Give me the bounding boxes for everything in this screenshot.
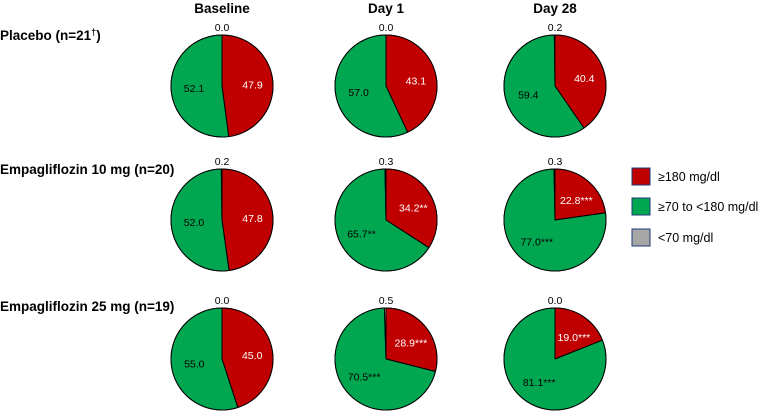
pie-r0-c2-label-low: 0.2 <box>548 22 563 34</box>
pie-r0-c1-label-high: 43.1 <box>406 75 427 87</box>
legend-swatch-high <box>631 167 651 186</box>
pie-r0-c0-label-low: 0.0 <box>215 22 230 34</box>
pie-r2-c2-label-low: 0.0 <box>548 295 563 307</box>
row-header-empagliflozin-10mg: Empagliflozin 10 mg (n=20) <box>0 162 174 177</box>
pie-r1-c1-slice-normal <box>334 168 430 272</box>
pie-r0-c2-slice-normal <box>503 34 585 138</box>
pie-r2-c1-slice-high <box>385 307 438 372</box>
legend-swatch-low <box>631 228 651 247</box>
legend-label-high: ≥180 mg/dl <box>658 170 720 184</box>
column-header-day-28: Day 28 <box>533 1 577 16</box>
row-header-placebo-close: ) <box>96 28 101 43</box>
pie-r2-c0-slice-high <box>221 307 274 408</box>
pie-r2-c0-label-normal: 55.0 <box>184 358 205 370</box>
row-header-placebo-dagger: † <box>91 27 96 37</box>
pie-r1-c1-slice-low <box>384 168 387 221</box>
legend-label-normal: ≥70 to <180 mg/dl <box>658 200 758 214</box>
pie-r2-c1-slice-low <box>383 307 387 360</box>
pie-r0-c0-label-high: 47.9 <box>242 79 263 91</box>
legend: ≥180 mg/dl ≥70 to <180 mg/dl <70 mg/dl <box>631 167 758 247</box>
pie-r0-c2-label-high: 40.4 <box>574 73 595 85</box>
pie-r0-c2-slice-low <box>553 34 556 87</box>
row-headers: Placebo (n=21†) Empagliflozin 10 mg (n=2… <box>0 27 174 314</box>
pie-r1-c2-slice-low <box>553 168 556 221</box>
pie-r2-c1-slice-normal <box>334 307 436 411</box>
row-header-empagliflozin-25mg: Empagliflozin 25 mg (n=19) <box>0 299 174 314</box>
pie-r2-c0-label-low: 0.0 <box>215 295 230 307</box>
column-headers: Baseline Day 1 Day 28 <box>194 1 577 16</box>
pie-r0-c0-label-normal: 52.1 <box>184 83 205 95</box>
pie-grid: 47.9 52.1 0.0 43.1 57.0 0.0 40.4 59.4 0.2 47.8 52.… <box>170 22 607 411</box>
pie-r0-c1-slice-normal <box>334 34 409 138</box>
pie-r2-c2-slice-high <box>554 307 603 360</box>
pie-r0-c0-slice-high <box>221 34 274 138</box>
pie-r2-c2-label-normal: 81.1*** <box>523 377 556 389</box>
pie-r1-c0-label-normal: 52.0 <box>184 217 205 229</box>
column-header-baseline: Baseline <box>194 1 250 16</box>
pie-r1-c2-label-normal: 77.0*** <box>520 236 553 248</box>
pie-r1-c0-slice-high <box>221 168 274 272</box>
pie-r2-c2-slice-normal <box>503 307 607 411</box>
pie-r2-c1-label-high: 28.9*** <box>395 338 428 350</box>
pie-r1-c2-slice-high <box>554 168 606 221</box>
pie-r1-c0-label-high: 47.8 <box>242 213 263 225</box>
legend-swatch-normal <box>631 197 651 216</box>
legend-label-low: <70 mg/dl <box>658 231 713 245</box>
pie-r0-c2-slice-high <box>554 34 607 129</box>
pie-r2-c2-label-high: 19.0*** <box>558 332 591 344</box>
pie-r2-c0-label-high: 45.0 <box>242 350 263 362</box>
pie-r2-c1-label-low: 0.5 <box>379 295 394 307</box>
pie-r1-c1-label-high: 34.2** <box>399 202 428 214</box>
pie-r1-c2-label-high: 22.8*** <box>560 195 593 207</box>
pie-r0-c1-slice-high <box>385 34 438 133</box>
pie-r1-c2-label-low: 0.3 <box>548 156 563 168</box>
column-header-day-1: Day 1 <box>368 1 405 16</box>
pie-r1-c1-label-normal: 65.7** <box>347 229 376 241</box>
pie-r2-c1-label-normal: 70.5*** <box>348 372 381 384</box>
pie-r2-c0-slice-normal <box>170 307 239 411</box>
pie-r0-c0-slice-normal <box>170 34 230 138</box>
row-header-placebo: Placebo (n=21†) <box>0 27 101 43</box>
row-header-placebo-main: Placebo (n=21 <box>0 28 92 43</box>
pie-r1-c0-slice-normal <box>170 168 230 272</box>
pie-r0-c2-label-normal: 59.4 <box>518 90 539 102</box>
pie-r0-c1-label-normal: 57.0 <box>348 87 369 99</box>
pie-r1-c0-label-low: 0.2 <box>215 156 230 168</box>
pie-r1-c0-slice-low <box>220 168 223 221</box>
pie-r0-c1-label-low: 0.0 <box>379 22 394 34</box>
pie-r1-c1-label-low: 0.3 <box>379 156 394 168</box>
